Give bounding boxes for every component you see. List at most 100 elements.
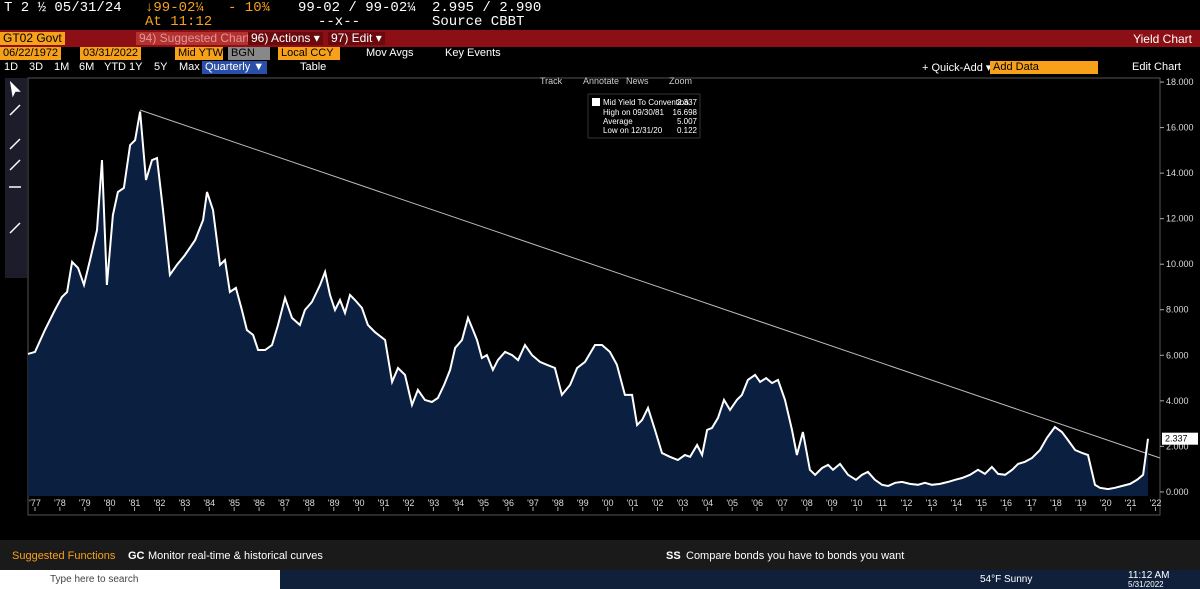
legend-value: 2.337 xyxy=(677,98,698,107)
x-tick-label: '05 xyxy=(726,498,738,508)
x-tick-label: '12 xyxy=(901,498,913,508)
table-button[interactable]: Table xyxy=(300,61,327,73)
yields: 2.995 / 2.990 xyxy=(432,0,542,16)
gc-code[interactable]: GC xyxy=(128,550,145,562)
x-tick-label: '95 xyxy=(477,498,489,508)
clock-time: 11:12 AM xyxy=(1128,570,1170,581)
period-button[interactable]: YTD xyxy=(104,61,126,73)
x-tick-label: '89 xyxy=(328,498,340,508)
x-tick-label: '21 xyxy=(1125,498,1137,508)
chart: Track Annotate News Zoom Mid Yield To Conve… xyxy=(5,76,1198,516)
chart-tool[interactable]: News xyxy=(626,76,649,86)
x-tick-label: '19 xyxy=(1075,498,1087,508)
x-tick-label: '88 xyxy=(303,498,315,508)
x-tick-label: '96 xyxy=(502,498,514,508)
x-tick-label: '94 xyxy=(452,498,464,508)
period-button[interactable]: 1M xyxy=(54,61,70,73)
x-tick-label: '16 xyxy=(1000,498,1012,508)
period-bar: Quarterly ▼ Table + Quick-Add ▾ Add Data… xyxy=(0,61,1200,75)
y-tick-label: 2.000 xyxy=(1166,441,1189,451)
chart-tool[interactable]: Track xyxy=(540,76,563,86)
x-tick-label: '97 xyxy=(527,498,539,508)
price: ↓99-02¼ xyxy=(145,0,204,16)
x-tick-label: '84 xyxy=(203,498,215,508)
actions-menu[interactable]: 96) Actions ▾ xyxy=(248,32,323,45)
field[interactable]: Mid YTW xyxy=(175,47,223,60)
y-tick-label: 10.000 xyxy=(1166,259,1194,269)
x-tick-label: '18 xyxy=(1050,498,1062,508)
x-tick-label: '80 xyxy=(104,498,116,508)
edit-chart[interactable]: Edit Chart xyxy=(1132,61,1181,73)
pricing-source[interactable]: BGN xyxy=(228,47,270,60)
x-tick-label: '86 xyxy=(253,498,265,508)
period-button[interactable]: 6M xyxy=(79,61,95,73)
stat-value: 5.007 xyxy=(677,117,698,126)
x-tick-label: '83 xyxy=(179,498,191,508)
period-button[interactable]: 1Y xyxy=(129,61,143,73)
y-tick-label: 8.000 xyxy=(1166,305,1189,315)
x-tick-label: '98 xyxy=(552,498,564,508)
suggested-charts[interactable]: 94) Suggested Charts xyxy=(136,32,259,45)
area-fill xyxy=(28,111,1149,496)
end-date[interactable]: 03/31/2022 xyxy=(80,47,142,60)
legend-name: Mid Yield To Convention xyxy=(603,98,689,107)
search-box[interactable] xyxy=(0,570,280,589)
settings-bar: 06/22/1972 03/31/2022 Mid YTW BGN Local … xyxy=(0,47,1200,61)
stat-label: High on 09/30/81 xyxy=(603,108,664,117)
tool-strip xyxy=(5,78,27,278)
y-tick-label: 16.000 xyxy=(1166,123,1194,133)
y-tick-label: 14.000 xyxy=(1166,168,1194,178)
x-tick-label: '81 xyxy=(129,498,141,508)
pen-icon[interactable] xyxy=(9,104,21,116)
pointer-icon[interactable] xyxy=(9,80,21,98)
x-tick-label: '14 xyxy=(950,498,962,508)
ss-code[interactable]: SS xyxy=(666,550,681,562)
x-tick-label: '92 xyxy=(403,498,415,508)
period-button[interactable]: 1D xyxy=(4,61,19,73)
x-tick-label: '22 xyxy=(1150,498,1162,508)
start-date[interactable]: 06/22/1972 xyxy=(0,47,62,60)
x-tick-label: '78 xyxy=(54,498,66,508)
x-tick-label: '15 xyxy=(975,498,987,508)
tool-icons xyxy=(9,80,21,234)
y-tick-label: 12.000 xyxy=(1166,214,1194,224)
x-tick-label: '99 xyxy=(577,498,589,508)
trend-icon[interactable] xyxy=(9,222,21,234)
window-title: Yield Chart xyxy=(1133,32,1192,46)
x-tick-label: '20 xyxy=(1100,498,1112,508)
key-events[interactable]: Key Events xyxy=(445,47,501,59)
x-tick-label: '82 xyxy=(154,498,166,508)
ticker[interactable]: GT02 Govt xyxy=(0,32,65,45)
period-button[interactable]: 3D xyxy=(29,61,44,73)
chart-tool[interactable]: Annotate xyxy=(583,76,619,86)
frequency[interactable]: Quarterly ▼ xyxy=(202,61,268,74)
edit-menu[interactable]: 97) Edit ▾ xyxy=(328,32,385,45)
taskbar: Type here to search 54°F Sunny 11:12 AM … xyxy=(0,570,1200,589)
period-button[interactable]: Max xyxy=(179,61,200,73)
suggested-functions[interactable]: Suggested Functions xyxy=(12,550,116,562)
ray-icon[interactable] xyxy=(9,159,21,171)
quote-header: T 2 ½ 05/31/24 ↓99-02¼ - 10¾ 99-02 / 99-… xyxy=(0,0,1200,30)
gc-text[interactable]: Monitor real-time & historical curves xyxy=(148,550,323,562)
x-tick-label: '01 xyxy=(627,498,639,508)
mov-avgs[interactable]: Mov Avgs xyxy=(366,47,414,59)
ss-text[interactable]: Compare bonds you have to bonds you want xyxy=(686,550,905,562)
size: --x-- xyxy=(318,14,361,30)
menu-bar: GT02 Govt 94) Suggested Charts 96) Actio… xyxy=(0,30,1200,47)
x-tick-label: '93 xyxy=(428,498,440,508)
search-placeholder[interactable]: Type here to search xyxy=(50,574,139,585)
yield-line xyxy=(27,111,1149,491)
stat-value: 0.122 xyxy=(677,126,698,135)
stat-label: Average xyxy=(603,117,633,126)
period-button[interactable]: 5Y xyxy=(154,61,168,73)
x-tick-label: '79 xyxy=(79,498,91,508)
x-tick-label: '85 xyxy=(228,498,240,508)
currency[interactable]: Local CCY xyxy=(278,47,340,60)
quick-add[interactable]: + Quick-Add ▾ xyxy=(922,62,992,74)
x-tick-label: '17 xyxy=(1025,498,1037,508)
line-icon[interactable] xyxy=(9,138,21,150)
chart-tool[interactable]: Zoom xyxy=(669,76,692,86)
x-tick-label: '00 xyxy=(602,498,614,508)
add-data[interactable]: Add Data xyxy=(990,61,1098,74)
